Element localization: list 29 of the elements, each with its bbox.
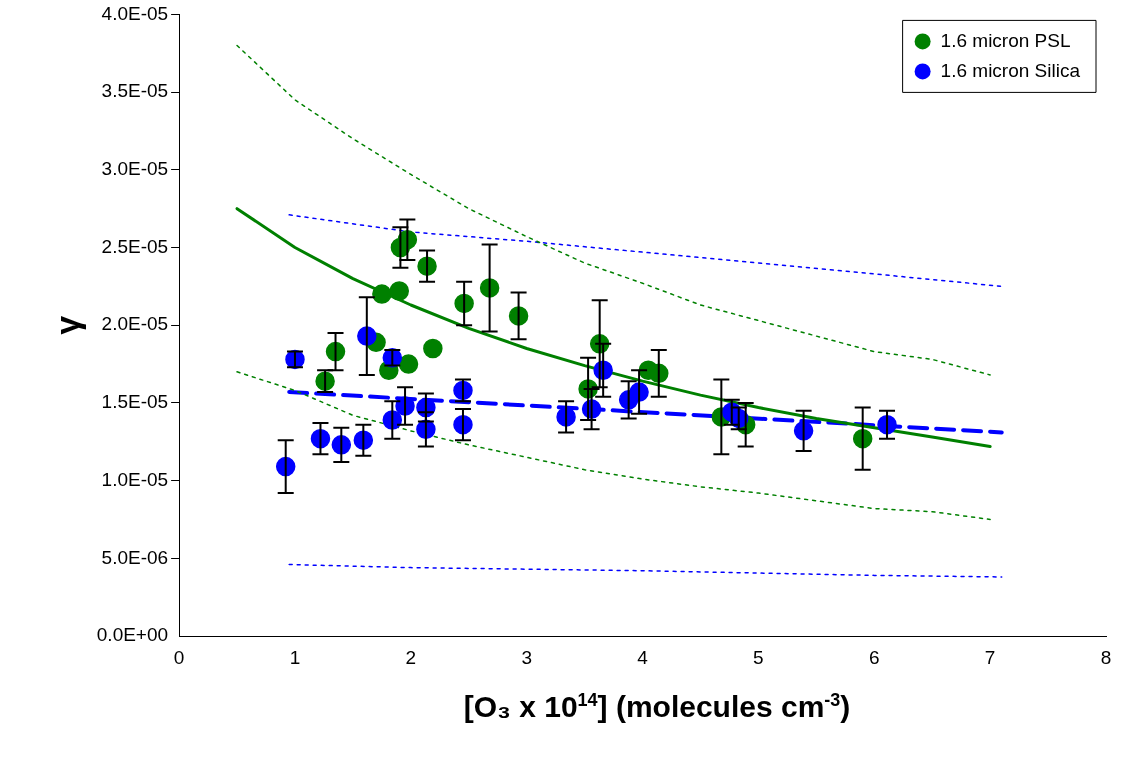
point	[389, 281, 409, 301]
point	[423, 338, 443, 359]
legend-label: 1.6 micron Silica	[940, 59, 1081, 81]
y-tick-label: 2.5E-05	[101, 235, 169, 257]
y-tick-label: 3.5E-05	[101, 80, 169, 102]
x-tick-label: 0	[173, 647, 185, 668]
y-tick-label: 1.0E-05	[101, 468, 169, 490]
x-tick-label: 2	[405, 647, 417, 668]
x-tick-label: 8	[1100, 647, 1112, 668]
line-series	[288, 214, 1003, 288]
x-tick-label: 6	[868, 647, 880, 668]
point	[398, 354, 419, 374]
y-tick-label: 2.0E-05	[101, 313, 169, 335]
x-tick-label: 4	[637, 647, 648, 668]
x-tick-label: 5	[753, 647, 764, 668]
legend-label: 1.6 micron PSL	[940, 29, 1071, 51]
x-tick-label: 7	[984, 647, 996, 668]
y-tick-label: 3.0E-05	[101, 158, 169, 180]
point	[372, 284, 392, 304]
y-tick-label: 1.5E-05	[101, 391, 169, 413]
x-tick-label: 1	[289, 647, 301, 668]
y-axis-title: γ	[47, 315, 86, 335]
y-tick-label: 5.0E-06	[101, 546, 169, 568]
line-series	[288, 563, 1003, 578]
y-tick-label: 0.0E+00	[96, 624, 169, 646]
x-tick-label: 3	[521, 647, 532, 668]
x-axis-title: [O₃ x 10$^{14}$] (molecules cm$^{-3}$)	[462, 690, 852, 724]
line-series	[236, 371, 991, 521]
y-tick-label: 4.0E-05	[101, 2, 169, 24]
